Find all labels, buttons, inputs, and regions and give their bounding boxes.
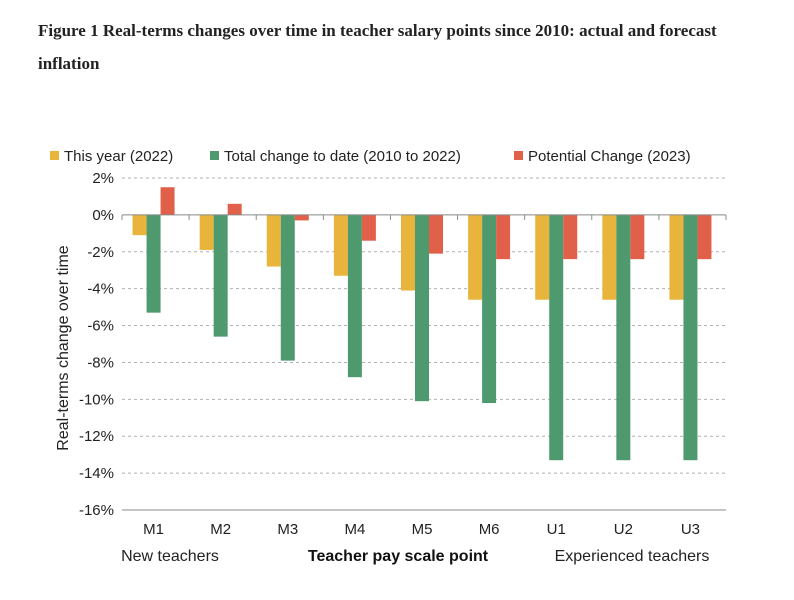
y-axis-title: Real-terms change over time	[55, 245, 72, 451]
bar-total-change-m6	[482, 214, 497, 404]
bar-potential-change-m6	[496, 214, 511, 260]
x-tick-label: M5	[412, 521, 433, 538]
bars	[132, 187, 712, 461]
y-tick-label: 2%	[92, 170, 114, 187]
y-tick-label: 0%	[92, 207, 114, 224]
x-axis-ticks: M1 M2 M3 M4 M5 M6 U1 U2 U3	[143, 521, 700, 538]
x-axis-title: Teacher pay scale point	[308, 548, 489, 565]
bar-total-change-u1	[549, 214, 564, 461]
y-axis-ticks: 2% 0% -2% -4% -6% -8% -10% -12% -14% -16%	[79, 170, 114, 519]
legend-label-total-change: Total change to date (2010 to 2022)	[224, 148, 461, 165]
bar-potential-change-m5	[429, 214, 443, 254]
y-tick-label: -2%	[87, 244, 114, 261]
bar-this-year-u1	[535, 214, 550, 300]
bar-total-change-m4	[347, 214, 362, 378]
y-tick-label: -14%	[79, 465, 114, 482]
legend: This year (2022) Total change to date (20…	[50, 148, 691, 165]
y-tick-label: -10%	[79, 391, 114, 408]
legend-swatch-this-year	[50, 151, 59, 160]
bar-this-year-m5	[401, 214, 415, 291]
legend-label-potential-change: Potential Change (2023)	[528, 148, 691, 165]
x-tick-label: M4	[344, 521, 365, 538]
bar-this-year-u2	[602, 214, 617, 300]
bar-potential-change-u2	[630, 214, 645, 260]
legend-label-this-year: This year (2022)	[64, 148, 173, 165]
x-tick-label: U1	[547, 521, 566, 538]
y-tick-label: -8%	[87, 354, 114, 371]
legend-swatch-potential-change	[514, 151, 523, 160]
bar-this-year-m3	[266, 214, 281, 267]
bar-total-change-u2	[616, 214, 631, 461]
bar-this-year-m2	[199, 214, 214, 250]
bar-potential-change-u3	[697, 214, 712, 260]
y-tick-label: -16%	[79, 502, 114, 519]
x-tick-label: M6	[479, 521, 500, 538]
figure-title: Figure 1 Real-terms changes over time in…	[38, 21, 717, 73]
legend-swatch-total-change	[210, 151, 219, 160]
bar-potential-change-u1	[563, 214, 578, 260]
bar-total-change-u3	[683, 214, 698, 461]
x-tick-label: U3	[681, 521, 700, 538]
bar-potential-change-m2	[227, 203, 242, 215]
x-tick-label: M2	[210, 521, 231, 538]
bar-potential-change-m4	[361, 214, 376, 241]
y-tick-label: -4%	[87, 281, 114, 298]
x-axis	[121, 214, 727, 511]
bar-potential-change-m3	[294, 214, 309, 221]
bar-this-year-m4	[333, 214, 348, 276]
bar-total-change-m2	[213, 214, 228, 337]
bar-total-change-m5	[415, 214, 429, 402]
y-tick-label: -6%	[87, 318, 114, 335]
group-label-experienced-teachers: Experienced teachers	[555, 548, 710, 565]
group-label-new-teachers: New teachers	[121, 548, 219, 565]
bar-this-year-u3	[669, 214, 684, 300]
bar-this-year-m6	[468, 214, 483, 300]
y-tick-label: -12%	[79, 428, 114, 445]
bar-this-year-m1	[132, 214, 147, 236]
x-tick-label: U2	[614, 521, 633, 538]
x-tick-label: M3	[277, 521, 298, 538]
bar-total-change-m1	[146, 214, 161, 313]
x-tick-label: M1	[143, 521, 164, 538]
bar-total-change-m3	[280, 214, 295, 361]
bar-potential-change-m1	[160, 187, 175, 215]
